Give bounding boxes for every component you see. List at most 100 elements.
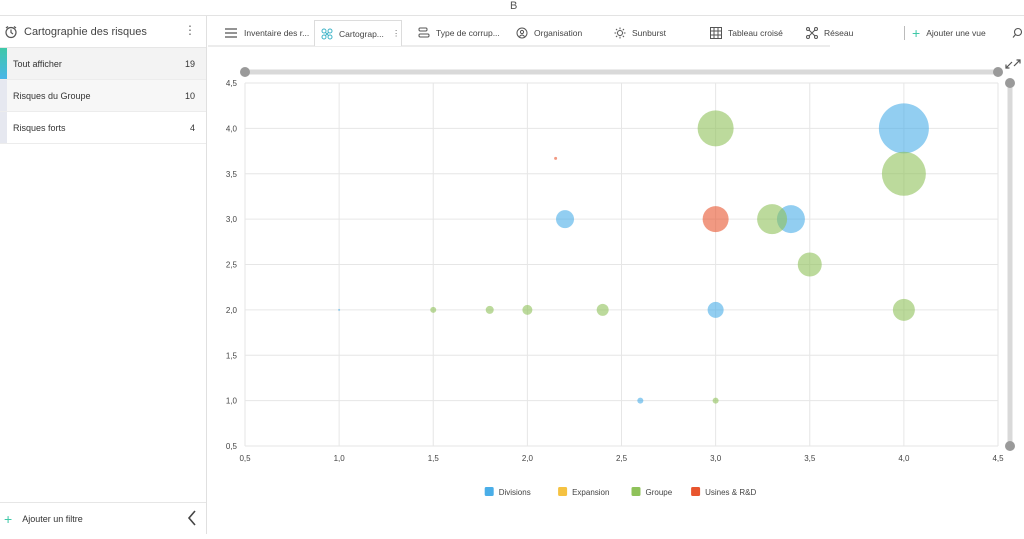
window-titlebar: B <box>0 0 1024 16</box>
bubble-divisions[interactable] <box>878 103 929 154</box>
view-tabs: Inventaire des r... Cartograp... ⋮ Type … <box>208 16 1024 47</box>
y-tick-label: 2,0 <box>226 306 238 315</box>
tab-label: Cartograp... <box>339 28 384 39</box>
bubble-usines-r-d[interactable] <box>554 156 558 160</box>
bubble-groupe[interactable] <box>797 252 822 277</box>
plus-icon: + <box>4 510 13 527</box>
bubble-groupe[interactable] <box>697 110 734 147</box>
tab-label: Organisation <box>534 28 583 38</box>
bubble-groupe[interactable] <box>881 151 926 196</box>
filter-color-bar <box>0 48 7 79</box>
add-view-label: Ajouter une vue <box>926 28 986 38</box>
x-tick-label: 3,0 <box>710 454 722 463</box>
sunburst-icon <box>614 27 626 39</box>
legend-swatch <box>631 487 641 496</box>
legend-label: Expansion <box>572 488 609 497</box>
bubble-groupe[interactable] <box>712 397 719 404</box>
filter-item-count: 19 <box>184 58 195 69</box>
bubble-usines-r-d[interactable] <box>702 206 729 233</box>
filter-item-count: 10 <box>184 90 195 101</box>
legend-swatch <box>484 487 494 496</box>
filter-sidebar: Cartographie des risques ⋮ Tout afficher… <box>0 16 207 534</box>
x-tick-label: 0,5 <box>239 454 251 463</box>
add-filter-label: Ajouter un filtre <box>22 513 83 524</box>
x-tick-label: 2,0 <box>522 454 534 463</box>
x-tick-label: 1,0 <box>334 454 346 463</box>
tabs-separator <box>904 26 905 40</box>
bubble-divisions[interactable] <box>637 397 644 404</box>
legend-label: Divisions <box>499 488 531 497</box>
x-tick-label: 3,5 <box>804 454 816 463</box>
bubble-groupe[interactable] <box>485 305 494 314</box>
filter-item-risques-groupe[interactable]: Risques du Groupe 10 <box>0 80 206 112</box>
y-tick-label: 1,0 <box>226 397 238 406</box>
bubble-divisions[interactable] <box>338 308 341 311</box>
tab-label: Sunburst <box>632 28 667 38</box>
y-tick-label: 4,5 <box>226 79 238 88</box>
bubble-chart-panel: 0,5 1,0 1,5 2,0 2,5 3,0 3,5 4,0 4,5 0,5 1,0 1,5 2,0 2… <box>208 48 1024 534</box>
filter-color-bar <box>0 112 7 143</box>
x-tick-label: 4,5 <box>992 454 1004 463</box>
tab-cartographie[interactable]: Cartograp... ⋮ <box>314 20 402 46</box>
chevron-left-icon[interactable] <box>187 510 197 526</box>
tabs-underline <box>208 45 830 47</box>
y-tick-label: 0,5 <box>226 442 238 451</box>
tab-options-icon[interactable]: ⋮ <box>391 28 401 38</box>
tab-inventaire[interactable]: Inventaire des r... <box>224 20 309 46</box>
sidebar-title: Cartographie des risques <box>24 25 147 38</box>
list-icon <box>225 28 237 38</box>
sidebar-header: Cartographie des risques ⋮ <box>0 16 206 48</box>
y-range-slider-handle[interactable] <box>1005 441 1015 451</box>
add-view-button[interactable]: + Ajouter une vue <box>912 20 986 46</box>
add-filter-button[interactable]: + Ajouter un filtre <box>0 502 206 534</box>
y-tick-label: 3,0 <box>226 215 238 224</box>
tab-tableau-croise[interactable]: Tableau croisé <box>710 20 783 46</box>
bubble-divisions[interactable] <box>556 210 575 229</box>
tab-type-corruption[interactable]: Type de corrup... <box>418 20 500 46</box>
bubble-groupe[interactable] <box>596 303 609 316</box>
filter-color-bar <box>0 80 7 111</box>
grid-icon <box>710 27 722 39</box>
tab-label: Réseau <box>824 28 854 38</box>
expand-icon[interactable] <box>1005 59 1021 69</box>
filter-item-label: Risques du Groupe <box>13 90 91 101</box>
search-icon <box>1012 27 1022 38</box>
tab-reseau[interactable]: Réseau <box>806 20 853 46</box>
bubble-groupe[interactable] <box>757 204 788 235</box>
y-tick-label: 3,5 <box>226 170 238 179</box>
x-range-slider-handle[interactable] <box>240 67 250 77</box>
x-tick-label: 4,0 <box>898 454 910 463</box>
bubble-groupe[interactable] <box>892 298 915 321</box>
bubble-divisions[interactable] <box>707 301 724 318</box>
tab-sunburst[interactable]: Sunburst <box>614 20 666 46</box>
filter-item-count: 4 <box>189 122 195 133</box>
y-tick-label: 2,5 <box>226 261 238 270</box>
x-tick-label: 2,5 <box>616 454 628 463</box>
search-button[interactable] <box>1012 20 1024 46</box>
legend-label: Groupe <box>646 488 673 497</box>
organisation-icon <box>516 27 528 39</box>
tab-organisation[interactable]: Organisation <box>516 20 582 46</box>
plus-icon: + <box>912 25 921 41</box>
window-title: B <box>510 0 518 12</box>
filter-item-risques-forts[interactable]: Risques forts 4 <box>0 112 206 144</box>
tab-label: Inventaire des r... <box>244 28 310 38</box>
bar-type-icon <box>418 27 430 38</box>
y-range-slider-handle[interactable] <box>1005 78 1015 88</box>
bubble-groupe[interactable] <box>430 306 437 313</box>
x-tick-label: 1,5 <box>428 454 440 463</box>
network-icon <box>806 27 818 39</box>
x-range-slider-handle[interactable] <box>993 67 1003 77</box>
y-tick-label: 1,5 <box>226 351 238 360</box>
filter-item-label: Tout afficher <box>13 58 62 69</box>
legend-swatch <box>558 487 568 496</box>
bubble-chart: 0,5 1,0 1,5 2,0 2,5 3,0 3,5 4,0 4,5 0,5 1,0 1,5 2,0 2… <box>226 59 1021 497</box>
filter-item-label: Risques forts <box>13 122 66 133</box>
alarm-clock-icon <box>5 25 17 38</box>
filter-item-tout-afficher[interactable]: Tout afficher 19 <box>0 48 206 80</box>
legend-label: Usines & R&D <box>705 488 756 497</box>
more-options-icon[interactable]: ⋮ <box>184 23 196 37</box>
y-tick-label: 4,0 <box>226 124 238 133</box>
tab-label: Type de corrup... <box>436 28 500 38</box>
bubble-groupe[interactable] <box>522 304 533 315</box>
